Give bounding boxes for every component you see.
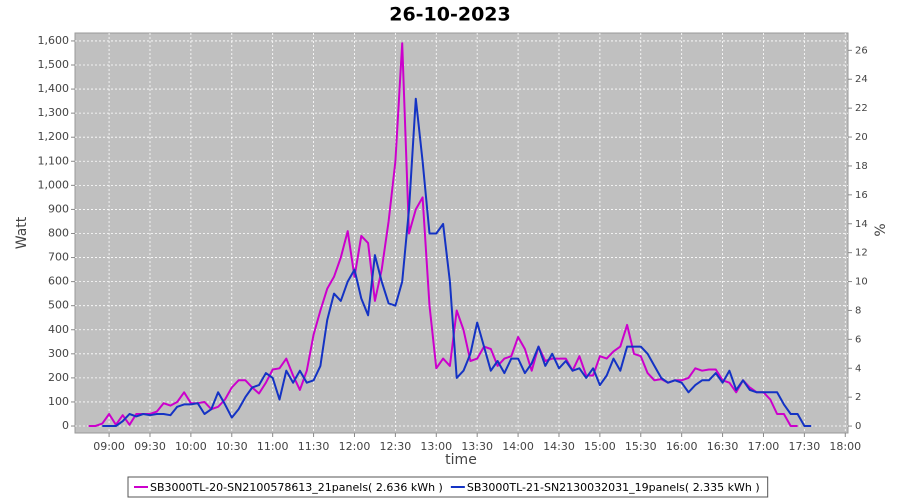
- y-tick-label: 200: [48, 371, 69, 384]
- y-tick-label: 700: [48, 251, 69, 264]
- y-tick-label: 1,300: [38, 106, 70, 119]
- y-axis-label: Watt: [14, 216, 30, 249]
- x-tick-label: 12:00: [339, 440, 371, 453]
- y-tick-label: 1,400: [38, 82, 70, 95]
- y2-tick-label: 6: [855, 334, 861, 345]
- y-tick-label: 900: [48, 202, 69, 215]
- y-tick-label: 500: [48, 299, 69, 312]
- x-tick-label: 16:00: [666, 440, 698, 453]
- x-tick-label: 09:30: [134, 440, 166, 453]
- plot-area: [74, 32, 849, 434]
- chart-title: 26-10-2023: [389, 4, 511, 26]
- y2-tick-label: 2: [855, 392, 861, 403]
- y2-tick-label: 20: [855, 132, 868, 143]
- x-tick-label: 16:30: [707, 440, 739, 453]
- y-tick-label: 1,000: [38, 178, 70, 191]
- y-tick-label: 0: [62, 419, 69, 432]
- y-tick-label: 400: [48, 323, 69, 336]
- x-axis-label: time: [445, 452, 477, 468]
- y2-tick-label: 22: [855, 103, 868, 114]
- x-tick-label: 13:30: [461, 440, 493, 453]
- y-tick-label: 800: [48, 226, 69, 239]
- y-tick-label: 100: [48, 395, 69, 408]
- x-tick-label: 15:00: [584, 440, 616, 453]
- legend-label: SB3000TL-21-SN2130032031_19panels( 2.335…: [467, 481, 760, 494]
- y2-tick-label: 24: [855, 74, 868, 85]
- x-tick-label: 17:30: [789, 440, 821, 453]
- x-tick-label: 11:00: [257, 440, 289, 453]
- y2-tick-label: 4: [855, 363, 861, 374]
- y2-tick-label: 16: [855, 190, 868, 201]
- series-line: [88, 42, 798, 427]
- x-tick-label: 15:30: [625, 440, 657, 453]
- series-line: [102, 97, 812, 427]
- y-tick-label: 1,600: [38, 34, 70, 47]
- x-tick-label: 09:00: [93, 440, 125, 453]
- x-tick-label: 12:30: [380, 440, 412, 453]
- y-tick-label: 300: [48, 347, 69, 360]
- legend-label: SB3000TL-20-SN2100578613_21panels( 2.636…: [150, 481, 443, 494]
- x-tick-label: 11:30: [298, 440, 330, 453]
- x-tick-label: 18:00: [829, 440, 861, 453]
- y2-tick-label: 14: [855, 219, 868, 230]
- y2-tick-label: 26: [855, 45, 868, 56]
- y2-tick-label: 0: [855, 421, 861, 432]
- y-tick-label: 1,500: [38, 58, 70, 71]
- x-tick-label: 10:00: [175, 440, 207, 453]
- x-tick-label: 14:30: [543, 440, 575, 453]
- y2-axis-label: %: [873, 223, 889, 236]
- y2-tick-label: 10: [855, 277, 868, 288]
- x-tick-label: 17:00: [748, 440, 780, 453]
- x-tick-label: 14:00: [502, 440, 534, 453]
- legend-box: [127, 476, 769, 498]
- y-tick-label: 1,200: [38, 130, 70, 143]
- y-tick-label: 600: [48, 275, 69, 288]
- y2-tick-label: 18: [855, 161, 868, 172]
- y-tick-label: 1,100: [38, 154, 70, 167]
- y2-tick-label: 12: [855, 248, 868, 259]
- x-tick-label: 13:00: [420, 440, 452, 453]
- y2-tick-label: 8: [855, 305, 861, 316]
- x-tick-label: 10:30: [216, 440, 248, 453]
